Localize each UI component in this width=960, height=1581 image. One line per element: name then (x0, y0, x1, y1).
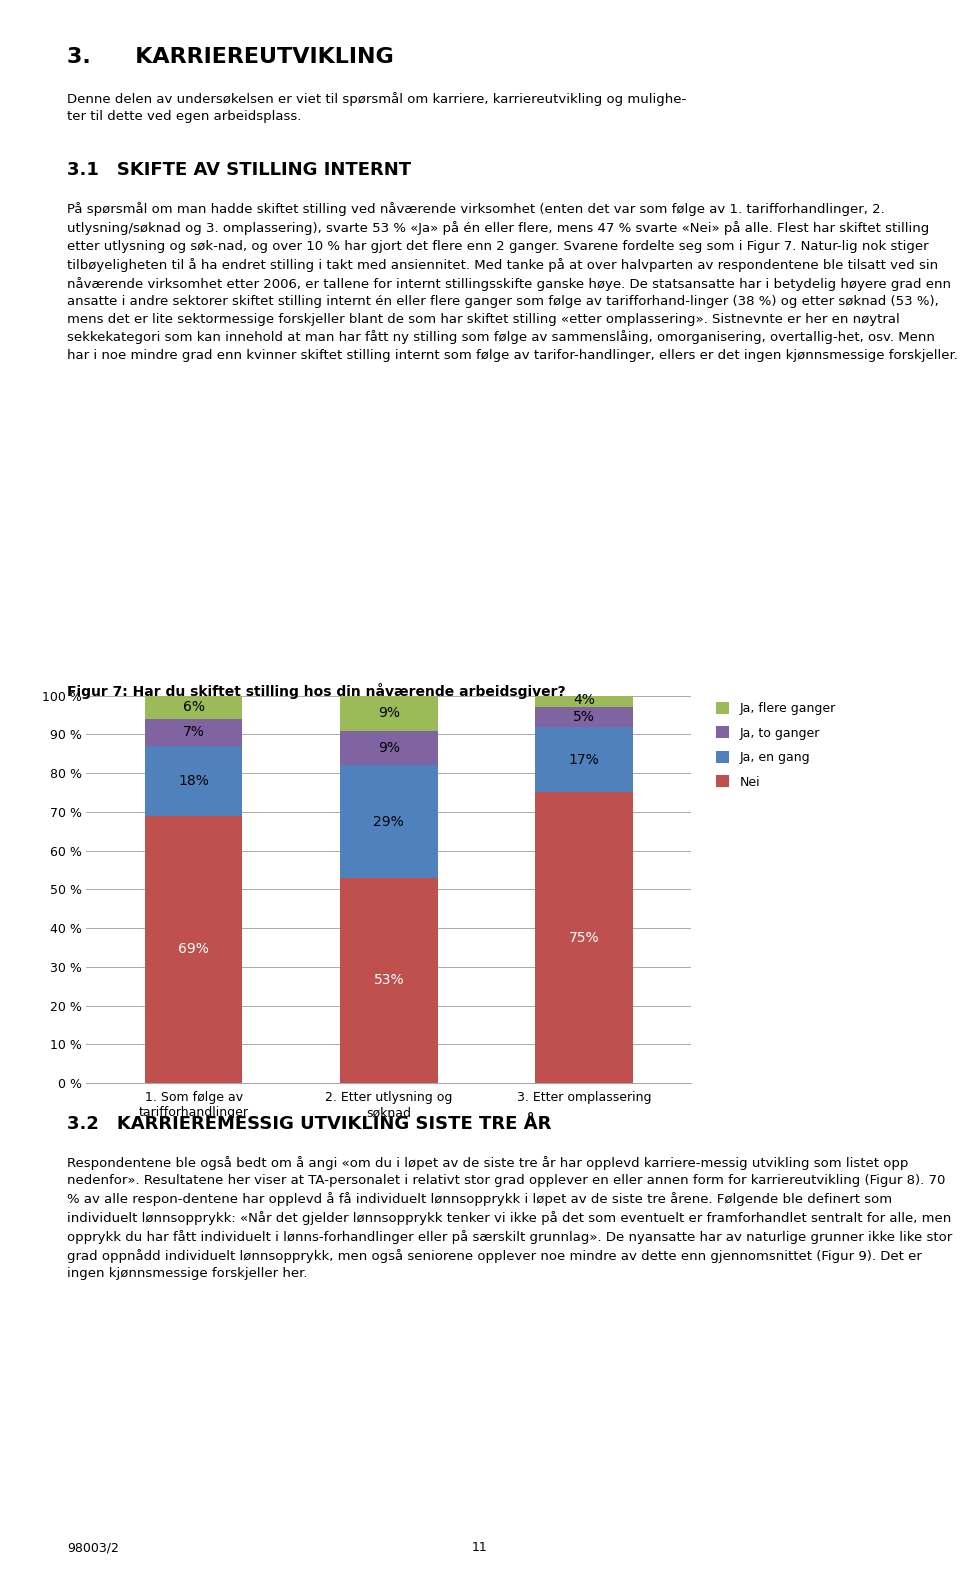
Text: 7%: 7% (182, 726, 204, 740)
Text: Respondentene ble også bedt om å angi «om du i løpet av de siste tre år har oppl: Respondentene ble også bedt om å angi «o… (67, 1156, 952, 1281)
Bar (145, 746, 243, 816)
Text: 18%: 18% (179, 773, 209, 787)
Bar (145, 719, 243, 746)
Text: 4%: 4% (573, 692, 595, 707)
Text: 5%: 5% (573, 710, 595, 724)
Bar (535, 692, 633, 707)
Text: 9%: 9% (378, 741, 399, 756)
Bar (535, 727, 633, 792)
Bar (340, 877, 438, 1083)
Bar (340, 696, 438, 730)
Bar (535, 792, 633, 1083)
Text: 53%: 53% (373, 974, 404, 988)
Text: 69%: 69% (179, 942, 209, 957)
Text: 29%: 29% (373, 814, 404, 828)
Text: 3.  KARRIEREUTVIKLING: 3. KARRIEREUTVIKLING (67, 47, 394, 68)
Bar (145, 696, 243, 719)
Text: 11: 11 (472, 1541, 488, 1554)
Bar (340, 765, 438, 877)
Text: På spørsmål om man hadde skiftet stilling ved nåværende virksomhet (enten det va: På spørsmål om man hadde skiftet stillin… (67, 202, 958, 362)
Text: 17%: 17% (568, 753, 599, 767)
Text: Figur 7: Har du skiftet stilling hos din nåværende arbeidsgiver?: Figur 7: Har du skiftet stilling hos din… (67, 683, 565, 699)
Text: 3.2 KARRIEREMESSIG UTVIKLING SISTE TRE ÅR: 3.2 KARRIEREMESSIG UTVIKLING SISTE TRE Å… (67, 1115, 552, 1132)
Text: 3.1 SKIFTE AV STILLING INTERNT: 3.1 SKIFTE AV STILLING INTERNT (67, 161, 411, 179)
Text: Denne delen av undersøkelsen er viet til spørsmål om karriere, karriereutvikling: Denne delen av undersøkelsen er viet til… (67, 92, 686, 123)
Bar (145, 816, 243, 1083)
Legend: Ja, flere ganger, Ja, to ganger, Ja, en gang, Nei: Ja, flere ganger, Ja, to ganger, Ja, en … (715, 702, 835, 789)
Bar (340, 730, 438, 765)
Text: 9%: 9% (378, 707, 399, 719)
Text: 75%: 75% (568, 931, 599, 945)
Text: 98003/2: 98003/2 (67, 1541, 119, 1554)
Bar (535, 707, 633, 727)
Text: 6%: 6% (182, 700, 204, 715)
